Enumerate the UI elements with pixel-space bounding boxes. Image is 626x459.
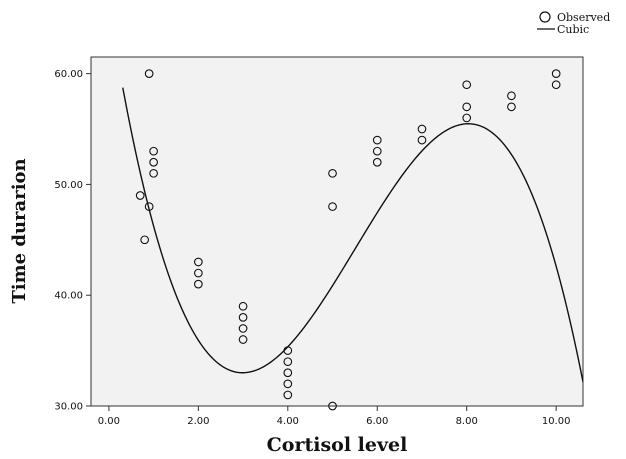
x-tick-label: 8.00 bbox=[456, 416, 478, 427]
observed-point bbox=[417, 135, 427, 145]
observed-point bbox=[551, 80, 561, 90]
observed-point bbox=[372, 135, 382, 145]
x-tick-label: 0.00 bbox=[98, 416, 120, 427]
x-axis-title: Cortisol level bbox=[267, 434, 408, 456]
observed-point bbox=[417, 124, 427, 134]
x-tick-label: 2.00 bbox=[187, 416, 209, 427]
observed-point bbox=[140, 235, 150, 245]
observed-point bbox=[507, 91, 516, 101]
observed-point bbox=[372, 157, 382, 167]
observed-point bbox=[193, 257, 203, 267]
observed-point bbox=[462, 102, 472, 112]
observed-point bbox=[462, 80, 472, 90]
observed-point bbox=[149, 157, 158, 167]
observed-point bbox=[238, 324, 248, 333]
observed-point bbox=[193, 268, 203, 278]
observed-point bbox=[283, 357, 293, 367]
observed-point bbox=[238, 301, 248, 311]
fit-line-layer bbox=[122, 87, 583, 383]
observed-point bbox=[328, 168, 337, 178]
y-tick-label: 60.00 bbox=[54, 69, 83, 80]
observed-point bbox=[551, 69, 561, 78]
observed-point bbox=[507, 102, 516, 112]
observed-point bbox=[283, 390, 293, 400]
observed-point bbox=[328, 202, 337, 211]
y-tick-label: 40.00 bbox=[54, 291, 83, 302]
observed-point bbox=[135, 191, 145, 200]
x-tick-label: 4.00 bbox=[277, 416, 299, 427]
observed-point bbox=[144, 69, 154, 78]
observed-point bbox=[328, 401, 337, 411]
observed-point bbox=[149, 168, 158, 178]
y-axis-title: Time durarion bbox=[9, 158, 30, 303]
observed-point bbox=[283, 368, 293, 378]
x-tick-label: 10.00 bbox=[542, 416, 571, 427]
cubic-fit-line bbox=[122, 87, 583, 383]
y-tick-label: 50.00 bbox=[54, 180, 83, 191]
legend-cubic-label: Cubic bbox=[557, 23, 589, 36]
observed-point bbox=[238, 313, 248, 322]
legend-observed-marker-icon bbox=[539, 11, 551, 23]
observed-point bbox=[283, 379, 293, 389]
plot-area bbox=[90, 56, 584, 407]
y-tick-label: 30.00 bbox=[54, 402, 83, 413]
observed-point bbox=[144, 202, 154, 211]
observed-point bbox=[193, 279, 203, 289]
x-axis: 0.00 2.00 4.00 6.00 8.00 10.00 bbox=[98, 406, 571, 427]
observed-point bbox=[462, 113, 472, 123]
legend: Observed Cubic bbox=[537, 11, 610, 36]
y-axis: 30.00 40.00 50.00 60.00 bbox=[54, 69, 91, 413]
legend-observed-label: Observed bbox=[557, 11, 610, 24]
observed-point bbox=[372, 146, 382, 156]
observed-point bbox=[238, 335, 248, 344]
x-tick-label: 6.00 bbox=[366, 416, 388, 427]
observed-point bbox=[149, 146, 158, 156]
observed-point bbox=[283, 346, 293, 355]
data-points-layer bbox=[135, 69, 561, 411]
